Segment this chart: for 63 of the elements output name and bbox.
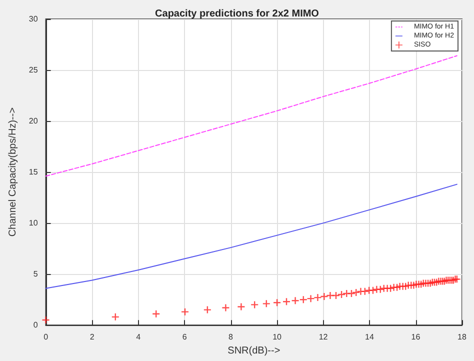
point	[282, 298, 291, 306]
point	[152, 310, 160, 318]
point	[446, 276, 454, 284]
y-tick-label: 25	[28, 66, 38, 75]
point	[320, 292, 328, 301]
point	[452, 275, 462, 284]
point	[386, 284, 395, 292]
y-tick-label: 10	[28, 218, 38, 228]
point	[180, 308, 190, 316]
point	[291, 296, 300, 305]
point	[440, 277, 449, 286]
point	[342, 289, 351, 298]
point	[368, 286, 378, 295]
line-series	[45, 184, 458, 289]
point	[360, 287, 369, 296]
point	[410, 281, 418, 290]
point	[222, 304, 230, 312]
y-tick-label: 20	[28, 116, 38, 126]
y-axis-title: Channel Capacity(bps/Hz)-->	[8, 107, 18, 237]
point	[401, 282, 410, 290]
x-tick-label: 10	[272, 332, 282, 342]
point	[262, 300, 270, 308]
x-tick-label: 16	[411, 332, 421, 342]
point	[448, 276, 456, 284]
point	[432, 278, 441, 286]
point	[299, 295, 308, 304]
point	[347, 289, 356, 298]
point	[203, 306, 212, 314]
point	[430, 278, 439, 286]
x-tick-label: 14	[365, 332, 375, 342]
line-series	[45, 55, 458, 177]
y-tick-label: 0	[33, 320, 38, 330]
point	[326, 291, 334, 300]
point	[237, 302, 246, 311]
point	[332, 291, 340, 300]
y-tick-label: 5	[33, 270, 38, 279]
x-tick-label: 6	[182, 332, 188, 342]
point	[250, 300, 259, 309]
x-tick-label: 12	[318, 332, 328, 342]
point	[434, 277, 443, 286]
point	[272, 298, 282, 307]
x-tick-label: 0	[44, 332, 49, 342]
chart-title: Capacity predictions for 2x2 MIMO	[155, 8, 320, 20]
point	[376, 285, 384, 294]
point	[337, 290, 346, 299]
point	[438, 277, 447, 286]
point	[352, 288, 360, 297]
x-tick-label: 18	[458, 332, 467, 342]
point	[306, 294, 315, 303]
point	[314, 293, 322, 302]
point	[449, 276, 458, 284]
x-tick-label: 8	[228, 332, 234, 342]
x-axis-title: SNR(dB)-->	[228, 346, 280, 356]
point	[42, 316, 50, 324]
point	[111, 312, 120, 322]
point	[451, 275, 460, 284]
point	[392, 283, 402, 292]
x-tick-label: 4	[136, 332, 142, 342]
y-tick-label: 15	[28, 168, 38, 177]
y-tick-label: 30	[28, 14, 38, 24]
point	[444, 276, 452, 284]
x-tick-label: 2	[90, 332, 95, 342]
point	[442, 276, 450, 284]
